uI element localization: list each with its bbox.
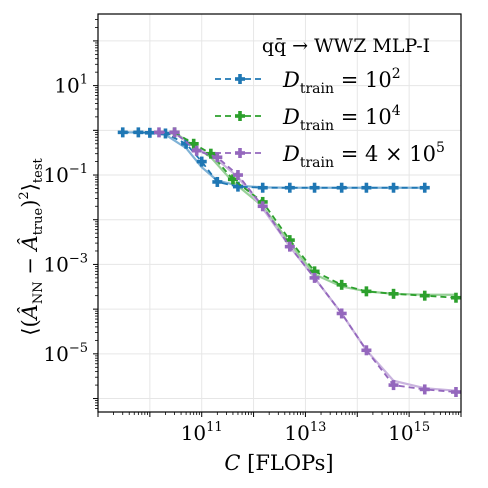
data-point xyxy=(160,128,171,139)
axis-ticks: 1011 1013 1015 101 10−1 10−3 10−5 xyxy=(43,19,462,445)
data-point xyxy=(309,266,320,277)
svg-text:⟨(ÂNN − Âtrue)2⟩test: ⟨(ÂNN − Âtrue)2⟩test xyxy=(17,158,46,336)
data-point xyxy=(450,387,461,398)
y-tick-label: 10−5 xyxy=(43,341,88,366)
data-point xyxy=(232,181,243,192)
data-point xyxy=(284,182,295,193)
data-point xyxy=(309,272,320,283)
legend: qq̄ → WWZ MLP-I Dtrain = 102 Dtrain = 104 D… xyxy=(215,35,445,171)
data-point xyxy=(235,111,245,121)
data-point xyxy=(419,182,430,193)
data-point xyxy=(191,145,202,156)
data-point xyxy=(188,138,199,149)
data-point xyxy=(196,156,207,167)
grid xyxy=(97,14,462,412)
data-point xyxy=(227,174,238,185)
legend-title: qq̄ → WWZ MLP-I xyxy=(262,35,430,57)
data-point xyxy=(419,290,430,301)
data-point xyxy=(361,345,372,356)
x-tick-label: 1015 xyxy=(388,420,430,445)
x-tick-label: 1011 xyxy=(181,420,223,445)
data-point xyxy=(309,182,320,193)
data-point xyxy=(235,74,245,84)
data-point xyxy=(117,127,128,138)
data-point xyxy=(419,384,430,395)
y-tick-label: 101 xyxy=(54,73,88,98)
data-point xyxy=(450,292,461,303)
data-point xyxy=(133,127,144,138)
fit-curve xyxy=(158,131,457,392)
data-point xyxy=(336,279,347,290)
data-point xyxy=(361,286,372,297)
data-point xyxy=(232,170,243,181)
y-tick-label: 10−1 xyxy=(43,162,88,187)
data-point xyxy=(284,235,295,246)
data-point xyxy=(235,148,245,158)
data-point xyxy=(284,241,295,252)
data-point xyxy=(257,182,268,193)
data-point xyxy=(388,288,399,299)
data-point xyxy=(144,127,155,138)
data-point xyxy=(205,148,216,159)
y-tick-label: 10−3 xyxy=(43,251,88,276)
data-point xyxy=(336,308,347,319)
plot-area-frame xyxy=(97,13,462,413)
data-point xyxy=(153,127,164,138)
data-point xyxy=(361,182,372,193)
data-point xyxy=(181,138,192,149)
data-point xyxy=(257,201,268,212)
data-point xyxy=(212,152,223,163)
x-axis-label: C [FLOPs] xyxy=(224,451,333,475)
legend-entry: Dtrain = 104 xyxy=(215,103,401,134)
data-series xyxy=(117,127,461,398)
y-axis-label: ⟨(ÂNN − Âtrue)2⟩test xyxy=(17,158,46,336)
series-line xyxy=(174,131,457,299)
legend-label: Dtrain = 4 × 105 xyxy=(282,140,445,171)
legend-entry: Dtrain = 102 xyxy=(215,66,401,97)
data-point xyxy=(212,176,223,187)
data-point xyxy=(388,380,399,391)
data-point xyxy=(169,127,180,138)
legend-label: Dtrain = 102 xyxy=(282,66,401,97)
series-line xyxy=(158,131,457,393)
data-point xyxy=(388,182,399,193)
legend-label: Dtrain = 104 xyxy=(282,103,401,134)
data-point xyxy=(336,182,347,193)
fit-curves xyxy=(122,131,457,392)
x-tick-label: 1013 xyxy=(284,420,326,445)
legend-entry: Dtrain = 4 × 105 xyxy=(215,140,445,171)
